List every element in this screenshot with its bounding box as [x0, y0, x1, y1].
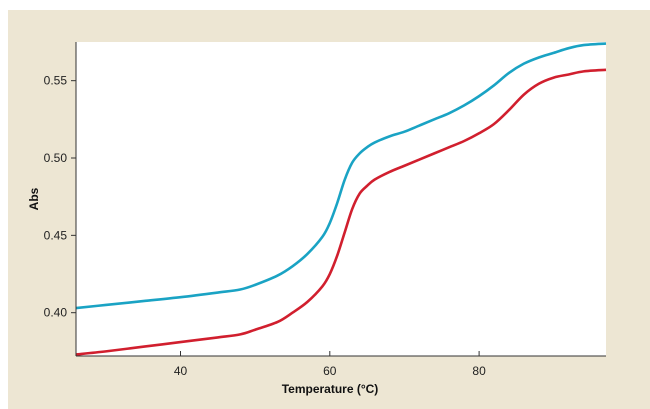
y-axis-title: Abs — [27, 187, 41, 210]
axis-ticks: 40 60 80 0.40 0.45 0.50 0.55 — [44, 74, 486, 378]
x-tick-label: 40 — [174, 364, 188, 378]
x-axis-title: Temperature (°C) — [282, 382, 379, 396]
x-tick-label: 60 — [323, 364, 337, 378]
series-line-red — [75, 68, 607, 356]
y-tick-label: 0.50 — [44, 151, 68, 165]
y-tick-label: 0.40 — [44, 306, 68, 320]
y-tick-label: 0.55 — [44, 74, 68, 88]
x-tick-label: 80 — [472, 364, 486, 378]
y-tick-label: 0.45 — [44, 228, 68, 242]
plot-area — [76, 42, 606, 356]
series-lines — [75, 42, 607, 356]
series-line-blue — [75, 42, 607, 310]
